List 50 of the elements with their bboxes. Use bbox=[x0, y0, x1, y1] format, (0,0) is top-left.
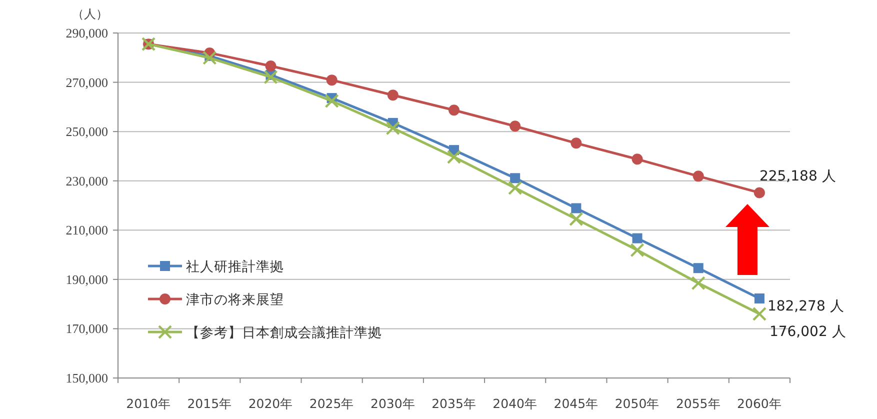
y-tick-label: 190,000 bbox=[66, 272, 108, 287]
point bbox=[691, 276, 706, 290]
x-tick-label: 2030年 bbox=[370, 396, 416, 411]
y-axis-title: （人） bbox=[72, 7, 108, 21]
point bbox=[693, 263, 704, 274]
legend-label: 【参考】日本創成会議推計準拠 bbox=[186, 325, 382, 341]
point bbox=[510, 173, 520, 184]
point bbox=[508, 180, 522, 196]
point bbox=[569, 212, 584, 226]
x-tick-label: 2040年 bbox=[492, 396, 538, 411]
y-tick-label: 210,000 bbox=[66, 222, 108, 238]
point bbox=[692, 170, 704, 182]
x-tick-label: 2015年 bbox=[187, 396, 232, 411]
point bbox=[632, 154, 643, 165]
point bbox=[571, 203, 582, 214]
point bbox=[448, 104, 460, 116]
y-tick-label: 290,000 bbox=[66, 26, 108, 40]
point bbox=[386, 121, 400, 136]
x-tick-label: 2045年 bbox=[554, 396, 599, 411]
annotation: 225,188 人 bbox=[759, 168, 836, 185]
point bbox=[446, 150, 462, 164]
point bbox=[326, 74, 338, 86]
point bbox=[630, 243, 644, 258]
x-tick-label: 2010年 bbox=[126, 396, 171, 411]
legend-label: 社人研推計準拠 bbox=[186, 259, 284, 275]
point bbox=[754, 187, 765, 198]
y-tick-label: 170,000 bbox=[66, 321, 108, 336]
point bbox=[754, 293, 764, 304]
annotation: 182,278 人 bbox=[767, 298, 844, 314]
x-tick-label: 2055年 bbox=[676, 396, 721, 411]
x-tick-label: 2020年 bbox=[248, 396, 294, 411]
y-tick-label: 250,000 bbox=[66, 124, 108, 140]
y-tick-label: 270,000 bbox=[66, 74, 108, 90]
point bbox=[202, 50, 217, 65]
x-tick-label: 2060年 bbox=[737, 396, 782, 411]
y-tick-label: 150,000 bbox=[66, 370, 108, 386]
point bbox=[265, 60, 276, 72]
point bbox=[570, 138, 582, 149]
point bbox=[264, 70, 278, 84]
point bbox=[632, 233, 642, 244]
x-tick-label: 2025年 bbox=[309, 396, 354, 411]
point bbox=[387, 90, 398, 101]
annotation: 176,002 人 bbox=[769, 324, 846, 340]
point bbox=[324, 94, 339, 108]
legend-label: 津市の将来展望 bbox=[186, 292, 284, 308]
x-tick-label: 2035年 bbox=[432, 396, 476, 411]
point bbox=[752, 306, 767, 322]
point bbox=[510, 120, 521, 132]
x-tick-label: 2050年 bbox=[614, 396, 660, 411]
y-tick-label: 230,000 bbox=[66, 173, 108, 188]
